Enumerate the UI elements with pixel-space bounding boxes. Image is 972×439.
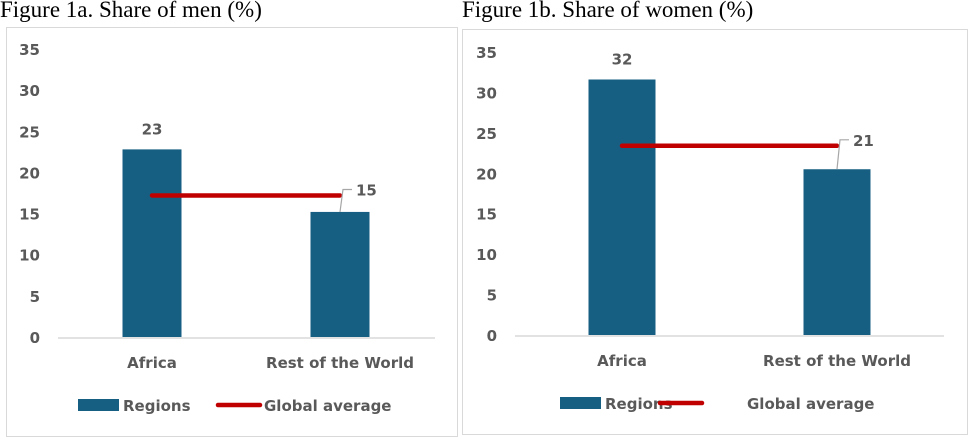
figure-1b-title: Figure 1b. Share of women (%) — [462, 0, 754, 22]
chart-1b-y-tick-label: 35 — [476, 44, 497, 62]
chart-1a-legend-regions-label: Regions — [123, 397, 191, 415]
chart-1a-y-tick-label: 25 — [19, 123, 40, 141]
chart-1a-x-category-label: Rest of the World — [266, 354, 414, 372]
chart-1a-data-label-leader — [339, 188, 352, 213]
chart-1b-panel — [462, 29, 968, 435]
chart-1b-legend-regions-label: Regions — [605, 395, 673, 413]
chart-1a-legend-regions-swatch — [78, 399, 119, 411]
chart-1a-bar-africa — [122, 149, 182, 337]
chart-1b-x-category-label: Africa — [597, 352, 647, 370]
chart-1b-y-tick-label: 5 — [487, 287, 497, 305]
chart-1b-legend-global-average-label: Global average — [747, 395, 875, 413]
chart-1a-panel — [6, 27, 458, 437]
chart-1a-bar-rest-of-the-world — [310, 211, 370, 337]
chart-1a-data-label: 15 — [356, 181, 377, 199]
chart-1b-y-tick-label: 15 — [476, 206, 497, 224]
chart-1b-data-label-leader — [836, 139, 849, 170]
chart-1b-x-category-label: Rest of the World — [763, 352, 911, 370]
chart-1a-y-tick-label: 30 — [19, 82, 40, 100]
chart-1a-data-label: 23 — [142, 120, 163, 138]
chart-1b-bar-rest-of-the-world — [803, 169, 871, 335]
chart-1b-legend-regions-swatch — [560, 397, 601, 409]
chart-1a-y-tick-label: 35 — [19, 41, 40, 59]
chart-1b-y-tick-label: 25 — [476, 125, 497, 143]
chart-1b-y-tick-label: 0 — [487, 327, 497, 345]
chart-1b-bar-africa — [588, 79, 656, 336]
chart-1a-x-category-label: Africa — [127, 354, 177, 372]
chart-1b-data-label: 32 — [612, 50, 633, 68]
figure-1a-title: Figure 1a. Share of men (%) — [0, 0, 262, 22]
chart-1a-legend-global-average-label: Global average — [264, 397, 392, 415]
chart-1b-y-tick-label: 20 — [476, 165, 497, 183]
chart-1a-y-tick-label: 20 — [19, 164, 40, 182]
chart-1b-y-tick-label: 10 — [476, 246, 497, 264]
chart-1a-y-tick-label: 5 — [30, 288, 40, 306]
chart-1a-y-tick-label: 0 — [30, 329, 40, 347]
chart-1b-data-label: 21 — [853, 132, 874, 150]
chart-1b-y-tick-label: 30 — [476, 84, 497, 102]
chart-1a-y-tick-label: 15 — [19, 206, 40, 224]
chart-1a-y-tick-label: 10 — [19, 247, 40, 265]
